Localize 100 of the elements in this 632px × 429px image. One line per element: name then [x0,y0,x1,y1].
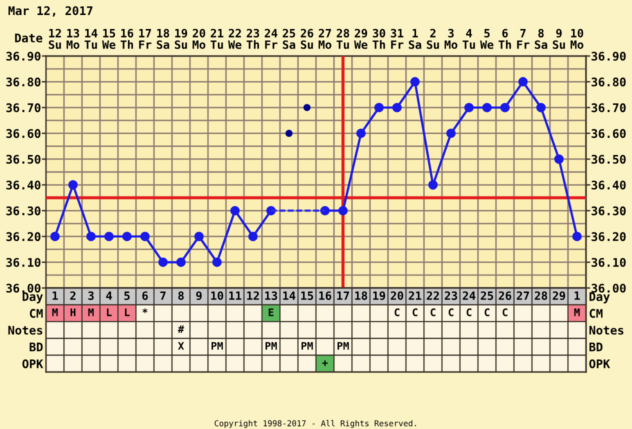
text: Copyright 1998-2017 - All Rights Reserved. [214,420,416,428]
y-tick-label: 36.50 [6,154,40,164]
y-tick-label: 36.10 [6,258,40,267]
x-tick-label: 10 [211,291,224,300]
x-tick-label: 16 [319,291,332,300]
text: L [125,308,130,316]
y2-tick-label: 36.00 [592,284,626,293]
y-tick-label: 36.70 [6,103,40,112]
y-tick-label: 36.40 [6,180,40,190]
x-tick-label: 29 [552,291,566,300]
y2-tick-label: 36.40 [592,180,626,190]
x-tick-label: 19 [373,291,386,300]
x-tick-label: 21 Tu [210,28,224,49]
x-tick-label: 25 [480,291,494,300]
x-tick-label: 25 Sa [282,28,296,49]
x-tick-label: 20 [390,291,404,300]
x-tick-label: 27 Mo [318,28,332,49]
text: C [394,308,400,316]
text: M [52,308,58,316]
text: C [412,308,418,316]
text: H [70,308,76,316]
x-tick-label: 6 Th [498,28,511,49]
x-tick-label: 17 Fr [139,29,152,49]
x-tick-label: 12 [247,291,259,300]
y2-tick-label: 36.10 [592,258,626,267]
text: C [484,308,490,316]
y2-tick-label: 36.60 [592,129,626,138]
x-tick-label: 18 Sa [156,28,170,49]
x-tick-label: 1 Sa [408,29,422,49]
y2-tick-label: 36.20 [592,232,626,242]
y2-tick-label: BD [590,342,602,352]
x-tick-label: 26 Su [300,28,314,49]
y-tick-label: Day [22,292,43,304]
x-tick-label: 17 [337,291,349,300]
text: PM [212,342,223,350]
chart-title: Mar 12, 2017 [8,6,92,17]
x-tick-label: 5 [124,291,130,300]
x-tick-label: 22 We [228,28,242,49]
y-tick-label: 36.90 [6,52,40,61]
x-tick-label: 20 Mo [192,28,206,49]
x-tick-label: 24 Fr [264,28,278,49]
text: X [178,342,184,350]
x-tick-label: 9 Su [552,28,565,49]
x-tick-label: 26 [498,291,512,300]
text: M [574,308,580,316]
y2-tick-label: 36.30 [592,206,626,216]
x-tick-label: 29 We [354,28,368,49]
x-axis-title: Date [15,34,42,42]
x-tick-label: 27 [516,291,529,300]
text: L [107,308,112,316]
text: C [466,308,472,316]
x-tick-label: 21 [408,291,422,300]
y2-tick-label: Notes [589,326,624,335]
x-tick-label: 13 [265,291,278,300]
text: C [502,308,508,316]
y-tick-label: 36.00 [6,284,40,293]
text: C [430,308,436,316]
y2-tick-label: Day [590,292,610,304]
x-tick-label: 2 Su [426,28,439,49]
x-tick-label: 22 [426,291,439,300]
text: * [142,308,148,314]
x-tick-label: 30 Th [372,28,386,49]
x-tick-label: 24 [462,291,476,300]
x-tick-label: 31 Fr [390,28,404,49]
text: C [448,308,454,316]
x-tick-label: 6 [142,291,148,300]
x-tick-label: 14 [283,291,296,300]
x-tick-label: 9 [196,291,202,300]
x-tick-label: 1 [574,291,580,300]
x-tick-label: 3 [88,291,94,300]
x-tick-label: 23 [444,291,458,300]
y-tick-label: 36.60 [6,129,40,138]
x-tick-label: 1 [52,291,58,300]
text: PM [266,342,277,350]
y-tick-label: OPK [22,359,44,368]
x-tick-label: 10 Mo [570,28,584,49]
x-tick-label: 3 Mo [444,28,458,49]
text: M [88,308,94,316]
y-tick-label: 36.20 [6,232,40,242]
x-tick-label: 14 Tu [84,29,98,49]
x-tick-label: 23 Th [246,28,260,49]
text: PM [338,342,349,350]
x-tick-label: 11 [229,291,242,300]
y2-tick-label: OPK [589,359,610,368]
x-tick-label: 19 Su [174,28,188,49]
x-tick-label: 28 Tu [336,28,350,49]
x-tick-label: 13 Mo [66,28,80,49]
x-tick-label: 4 Tu [462,29,475,49]
x-tick-label: 28 [534,291,548,300]
y-tick-label: 36.30 [6,206,40,216]
x-tick-label: 7 [160,291,166,300]
y2-tick-label: 36.70 [592,103,626,112]
x-tick-label: 2 [70,291,76,300]
x-tick-label: 12 Su [48,28,61,49]
y2-tick-label: 36.90 [592,52,626,61]
x-tick-label: 15 [301,291,314,300]
y-tick-label: 36.80 [6,78,40,86]
x-tick-label: 18 [355,291,368,300]
y2-tick-label: 36.80 [592,78,626,86]
text: # [178,325,184,333]
